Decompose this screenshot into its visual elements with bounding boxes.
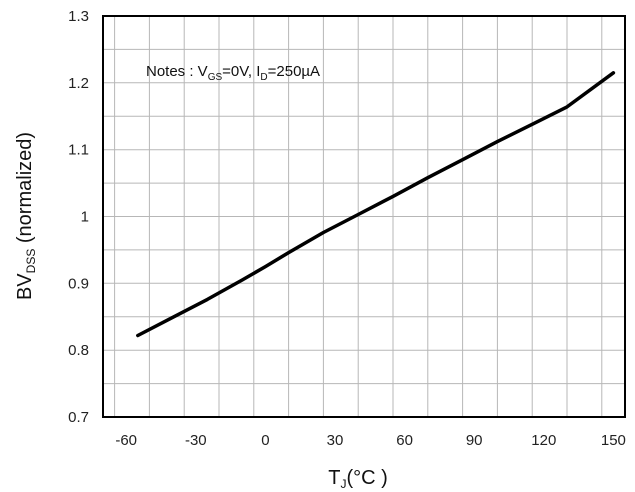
x-tick-label: 0 [261,432,269,449]
y-tick-label: 1.3 [68,8,89,25]
y-tick-label: 0.9 [68,275,89,292]
x-tick-label: -30 [185,432,207,449]
x-tick-label: -60 [115,432,137,449]
y-tick-label: 1 [81,209,89,226]
x-axis-title: TJ(°C ) [328,467,388,491]
x-tick-label: 60 [396,432,413,449]
x-tick-label: 90 [466,432,483,449]
y-tick-label: 1.1 [68,142,89,159]
x-tick-label: 120 [531,432,556,449]
y-tick-label: 0.7 [68,409,89,426]
y-tick-label: 1.2 [68,75,89,92]
x-tick-label: 30 [327,432,344,449]
y-axis-title: BVDSS (normalized) [14,132,38,300]
series [138,73,614,336]
annotation: Notes : VGS=0V, ID=250µA [146,63,320,83]
series-line-0 [138,73,614,336]
x-tick-label: 150 [601,432,626,449]
y-tick-label: 0.8 [68,342,89,359]
